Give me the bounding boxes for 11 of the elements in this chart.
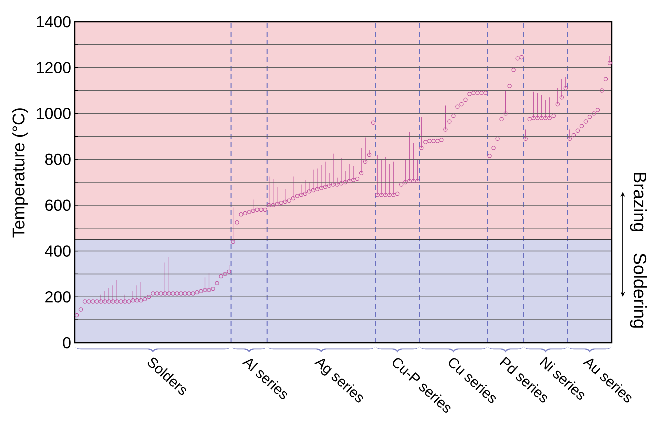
y-tick-label: 400: [45, 246, 71, 257]
y-tick-label: 800: [45, 154, 71, 166]
y-tick-label: 1400: [37, 16, 71, 28]
y-tick-label: 200: [46, 291, 71, 303]
y-axis-title: Temperature (°C): [12, 108, 28, 238]
y-tick-label: 0: [63, 337, 71, 349]
band-label: Soldering: [630, 254, 648, 328]
y-tick-label: 600: [46, 200, 71, 212]
y-tick-label: 1000: [37, 108, 71, 120]
band-label: Brazing: [630, 173, 648, 232]
y-tick-label: 1200: [37, 62, 71, 74]
